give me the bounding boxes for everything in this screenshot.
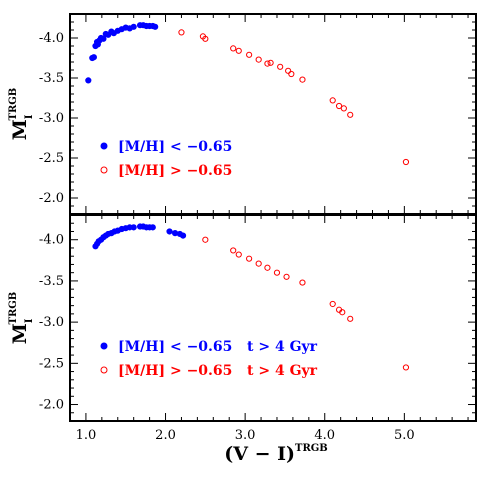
legend-label-red-top: [M/H] > −0.65 [118,163,232,179]
data-point-blue [130,23,137,30]
data-point-blue [85,77,92,84]
y-tick-label: -3.5 [39,274,64,289]
tick-marks [69,13,476,422]
data-point-red [299,76,306,83]
data-point-red [246,51,253,58]
data-point-red [273,269,281,276]
y-tick-label: -2.0 [39,398,64,413]
data-point-blue [90,54,97,61]
data-point-red [202,35,209,42]
x-tick-label: 3.0 [235,428,256,443]
legend-marker-blue-top [100,142,108,150]
legend-marker-red-bottom [100,366,108,374]
data-point-red [347,111,354,118]
data-point-red [285,67,292,74]
data-points [85,22,410,371]
data-point-red [329,300,336,308]
data-point-red [402,364,410,371]
data-point-red [246,255,253,262]
legend-marker-red-top [100,166,108,174]
data-point-blue [179,232,187,239]
y-axis-title-top: MI TRGB [8,88,35,140]
legend-label-red-bottom: [M/H] > −0.65 t > 4 Gyr [118,363,318,379]
y-tick-label: -3.0 [39,315,64,330]
x-axis-title-sup: TRGB [295,443,328,454]
legend-label-blue-top: [M/H] < −0.65 [118,139,232,155]
y-tick-label: -4.0 [39,233,64,248]
y-tick-label: -4.0 [39,31,64,46]
data-point-red [288,70,295,78]
y-tick-label: -2.5 [39,151,64,166]
data-point-red [178,29,185,36]
data-point-red [329,97,336,104]
data-point-blue [149,224,156,231]
y-axis-title-top-sub: I [24,114,35,119]
data-point-red [335,102,343,110]
data-point-blue [166,228,173,235]
tick-labels: -4.0 -3.5 -3.0 -2.5 -2.0 -4.0 -3.5 -3.0 -2.5 -2.0… [39,31,415,443]
y-tick-label: -3.0 [39,111,64,126]
data-point-red [202,236,209,243]
data-point-blue [100,35,107,42]
data-point-red [235,251,242,258]
data-point-red [267,59,274,66]
data-point-red [235,47,242,54]
y-tick-label: -2.0 [39,191,64,206]
data-point-red [299,279,306,286]
data-point-red [264,264,271,271]
data-point-red [283,273,290,280]
x-tick-label: 1.0 [76,428,97,443]
x-axis-title-main: (V − I) [224,443,295,465]
x-axis-title: (V − I)TRGB [224,443,328,465]
y-axis-title-bottom-sub: I [24,318,35,323]
data-point-red [277,63,284,70]
data-point-red [402,158,410,166]
legend-label-blue-bottom: [M/H] < −0.65 t > 4 Gyr [118,339,318,355]
y-axis-title-top-main: M [9,119,31,140]
data-point-red [255,260,262,267]
x-tick-label: 4.0 [314,428,335,443]
x-tick-label: 5.0 [394,428,415,443]
y-tick-label: -3.5 [39,71,64,86]
data-point-red [264,60,271,67]
data-point-red [230,45,237,52]
data-point-red [230,247,237,254]
y-axis-title-bottom-sup: TRGB [8,292,19,325]
y-tick-label: -2.5 [39,356,64,371]
top-legend: [M/H] < −0.65 [M/H] > −0.65 [100,139,232,179]
data-point-red [340,105,347,112]
bottom-panel-frame [69,214,477,422]
x-tick-label: 2.0 [155,428,176,443]
data-point-red [347,315,354,322]
data-point-red [255,56,262,63]
y-axis-title-top-sup: TRGB [8,88,19,121]
data-point-blue [152,23,159,30]
bottom-legend: [M/H] < −0.65 t > 4 Gyr [M/H] > −0.65 t … [100,339,318,379]
y-axis-title-bottom: MI TRGB [8,292,35,344]
y-axis-title-bottom-main: M [9,323,31,344]
data-point-blue [130,224,137,231]
data-point-red [339,309,346,316]
top-panel-frame [69,13,477,215]
legend-marker-blue-bottom [100,342,108,350]
